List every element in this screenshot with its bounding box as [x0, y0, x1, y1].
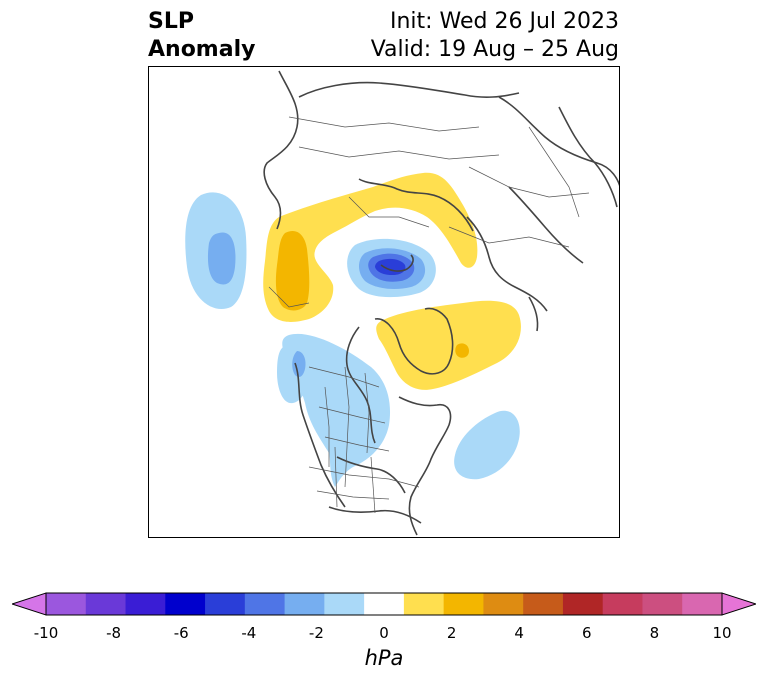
colorbar-tick-label: -8 [106, 624, 122, 642]
colorbar-segment [244, 593, 286, 615]
colorbar-ticks: -10 -8 -6 -4 -2 0 2 4 6 8 10 [0, 624, 768, 644]
colorbar-tick-label: -10 [33, 624, 59, 642]
colorbar-segment [165, 593, 206, 615]
colorbar-segment [85, 593, 127, 615]
coastlines [263, 70, 619, 536]
forecast-dates: Init: Wed 26 Jul 2023 Valid: 19 Aug – 25… [371, 8, 619, 64]
colorbar-segment [562, 593, 604, 615]
colorbar-segment [523, 593, 564, 615]
colorbar-extend-min [12, 592, 47, 616]
title-variable: SLP [148, 9, 194, 34]
colorbar-outline [45, 592, 723, 616]
colorbar-segment [602, 593, 643, 615]
title-variable-type: Anomaly [148, 37, 256, 62]
colorbar-tick-label: -2 [308, 624, 324, 642]
init-date: Init: Wed 26 Jul 2023 [389, 9, 619, 34]
positive-anomaly-eurasia [263, 172, 478, 322]
colorbar-segment [205, 593, 246, 615]
colorbar-segment [403, 593, 445, 615]
map-title: SLP Anomaly [148, 8, 255, 64]
negative-anomaly-north-america [282, 333, 391, 487]
anomaly-map-svg [185, 70, 619, 536]
colorbar-segment [483, 593, 524, 615]
colorbar-tick-label: 6 [582, 624, 592, 642]
colorbar-tick-label: 2 [446, 624, 457, 642]
valid-range: Valid: 19 Aug – 25 Aug [370, 37, 619, 62]
polar-map [148, 66, 620, 538]
negative-anomaly-pacific-core [207, 232, 236, 285]
colorbar-segment [682, 593, 723, 615]
colorbar [12, 592, 756, 616]
negative-anomaly-atlantic [454, 410, 520, 480]
colorbar-segment [46, 593, 87, 615]
positive-anomaly-eurasia-core [275, 230, 310, 311]
colorbar-segments [12, 592, 756, 616]
borders [268, 116, 590, 514]
colorbar-extend-max [721, 592, 756, 616]
colorbar-tick-label: -6 [173, 624, 189, 642]
colorbar-segment [443, 593, 484, 615]
colorbar-tick-label: 8 [649, 624, 660, 642]
colorbar-tick-label: 4 [514, 624, 524, 642]
colorbar-segment [125, 593, 166, 615]
colorbar-segment [364, 593, 405, 615]
colorbar-tick-label: 0 [379, 624, 389, 642]
positive-anomaly-greenland [376, 300, 521, 390]
colorbar-segment [642, 593, 683, 615]
colorbar-unit-label: hPa [364, 646, 404, 670]
colorbar-segment [284, 593, 325, 615]
colorbar-tick-label: -4 [241, 624, 257, 642]
negative-anomaly-pacific-nw-core [292, 351, 306, 377]
colorbar-segment [324, 593, 365, 615]
positive-anomaly-greenland-core [455, 343, 469, 358]
colorbar-tick-label: 10 [712, 624, 732, 642]
